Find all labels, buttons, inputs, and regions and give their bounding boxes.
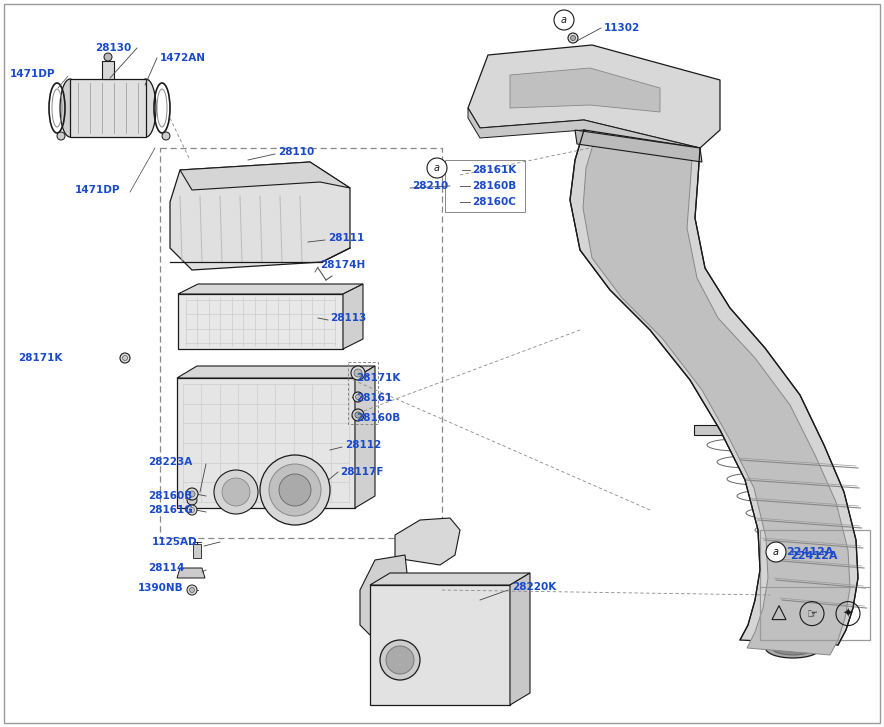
Polygon shape — [360, 555, 415, 640]
Bar — [445, 160, 525, 212]
Circle shape — [104, 53, 112, 61]
Bar — [160, 148, 442, 538]
Polygon shape — [178, 284, 363, 294]
Text: 1390NB: 1390NB — [138, 583, 184, 593]
Text: 28117F: 28117F — [340, 467, 384, 477]
Text: 28161G: 28161G — [148, 505, 193, 515]
Polygon shape — [177, 366, 375, 378]
Circle shape — [269, 464, 321, 516]
Text: 28114: 28114 — [148, 563, 185, 573]
Text: 22412A: 22412A — [790, 551, 837, 561]
Text: 1472AN: 1472AN — [160, 53, 206, 63]
Circle shape — [353, 392, 363, 402]
Circle shape — [386, 646, 414, 674]
Bar — [779, 573, 841, 583]
Polygon shape — [468, 45, 720, 148]
Polygon shape — [177, 568, 205, 578]
Circle shape — [380, 640, 420, 680]
Circle shape — [186, 488, 198, 500]
Text: a: a — [561, 15, 567, 25]
Text: 28160B: 28160B — [472, 181, 516, 191]
Text: 28161K: 28161K — [472, 165, 516, 175]
Text: 28174H: 28174H — [320, 260, 365, 270]
Ellipse shape — [60, 79, 80, 137]
Bar — [370, 585, 510, 705]
Polygon shape — [510, 68, 660, 112]
Polygon shape — [180, 162, 350, 190]
Text: 28160B: 28160B — [148, 491, 192, 501]
Circle shape — [187, 585, 197, 595]
Circle shape — [120, 353, 130, 363]
Text: ☞: ☞ — [806, 608, 818, 621]
Text: 28111: 28111 — [328, 233, 364, 243]
Text: 28220K: 28220K — [512, 582, 556, 592]
Text: 1471DP: 1471DP — [75, 185, 120, 195]
Polygon shape — [570, 130, 858, 645]
Circle shape — [570, 36, 575, 41]
Text: ✦: ✦ — [842, 608, 853, 621]
Text: 1125AD: 1125AD — [152, 537, 198, 547]
Text: 28223A: 28223A — [148, 457, 192, 467]
Circle shape — [355, 412, 361, 418]
Text: 1471DP: 1471DP — [10, 69, 56, 79]
Circle shape — [189, 587, 194, 593]
Circle shape — [214, 470, 258, 514]
Text: 28112: 28112 — [345, 440, 381, 450]
Polygon shape — [343, 284, 363, 349]
Circle shape — [189, 507, 194, 513]
Circle shape — [351, 366, 365, 380]
Circle shape — [187, 495, 197, 505]
Polygon shape — [583, 138, 850, 655]
Polygon shape — [70, 79, 146, 137]
Circle shape — [260, 455, 330, 525]
Bar — [760, 530, 870, 640]
Text: 28110: 28110 — [278, 147, 314, 157]
Text: 28113: 28113 — [330, 313, 366, 323]
Polygon shape — [468, 108, 700, 158]
Circle shape — [354, 369, 362, 377]
Polygon shape — [370, 573, 530, 585]
Circle shape — [355, 395, 361, 400]
Circle shape — [162, 132, 170, 140]
Text: 22412A: 22412A — [786, 547, 834, 557]
Circle shape — [427, 158, 447, 178]
Circle shape — [123, 356, 127, 361]
Text: 28161: 28161 — [356, 393, 392, 403]
Polygon shape — [510, 573, 530, 705]
Bar — [177, 378, 355, 508]
Polygon shape — [355, 366, 375, 508]
Circle shape — [187, 505, 197, 515]
Bar — [178, 294, 343, 349]
Text: 28160C: 28160C — [472, 197, 516, 207]
Circle shape — [222, 478, 250, 506]
Bar — [768, 602, 790, 624]
Circle shape — [568, 33, 578, 43]
Polygon shape — [575, 130, 702, 162]
Polygon shape — [170, 162, 350, 270]
Text: 28171K: 28171K — [356, 373, 400, 383]
Ellipse shape — [772, 641, 814, 655]
Bar — [102, 61, 114, 79]
Text: 28171K: 28171K — [18, 353, 63, 363]
Text: a: a — [434, 163, 440, 173]
Ellipse shape — [136, 79, 156, 137]
Polygon shape — [395, 518, 460, 565]
Bar — [348, 362, 378, 424]
Text: 28210: 28210 — [412, 181, 448, 191]
Circle shape — [554, 10, 574, 30]
Bar — [193, 544, 201, 558]
Circle shape — [352, 409, 364, 421]
Text: a: a — [773, 547, 779, 557]
Ellipse shape — [766, 638, 820, 658]
Circle shape — [279, 474, 311, 506]
Circle shape — [189, 491, 195, 497]
Text: 28130: 28130 — [95, 43, 131, 53]
Circle shape — [766, 542, 786, 562]
Bar — [694, 425, 766, 435]
Circle shape — [57, 132, 65, 140]
Text: 28160B: 28160B — [356, 413, 400, 423]
Text: 11302: 11302 — [604, 23, 640, 33]
